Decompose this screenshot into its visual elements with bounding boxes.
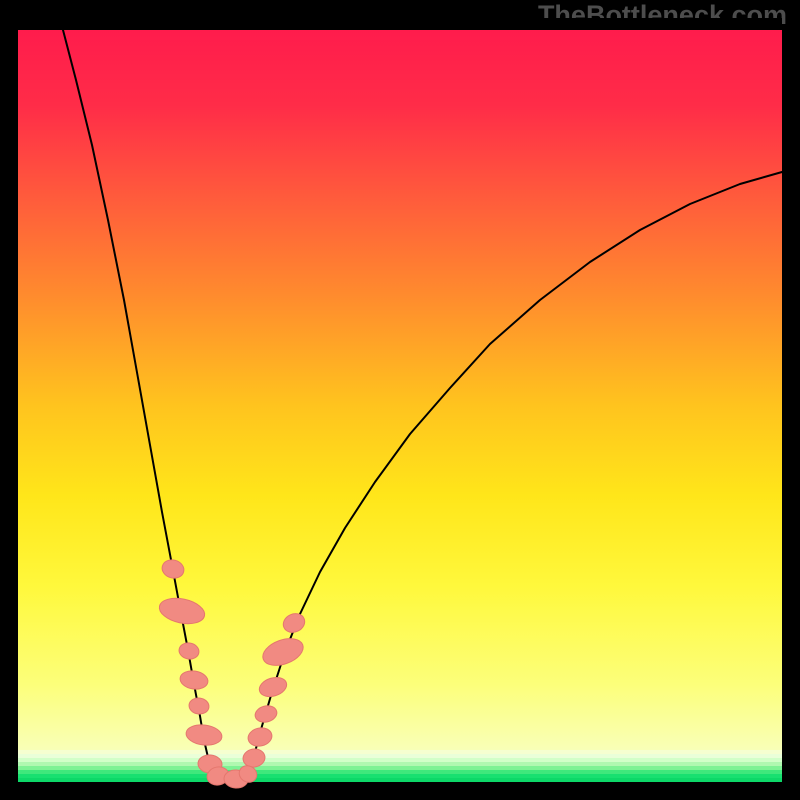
marker-right [246,726,273,749]
marker-right [257,674,289,699]
right-curve [250,172,782,770]
marker-left [157,594,207,627]
marker-right [259,634,307,671]
marker-left [178,641,200,660]
marker-right [280,610,307,635]
marker-right [253,704,278,725]
marker-left [185,723,223,747]
bottleneck-curve [0,0,800,800]
marker-left [179,669,209,691]
marker-left [160,557,186,580]
marker-left [188,697,210,716]
inner-top-border [18,18,782,30]
